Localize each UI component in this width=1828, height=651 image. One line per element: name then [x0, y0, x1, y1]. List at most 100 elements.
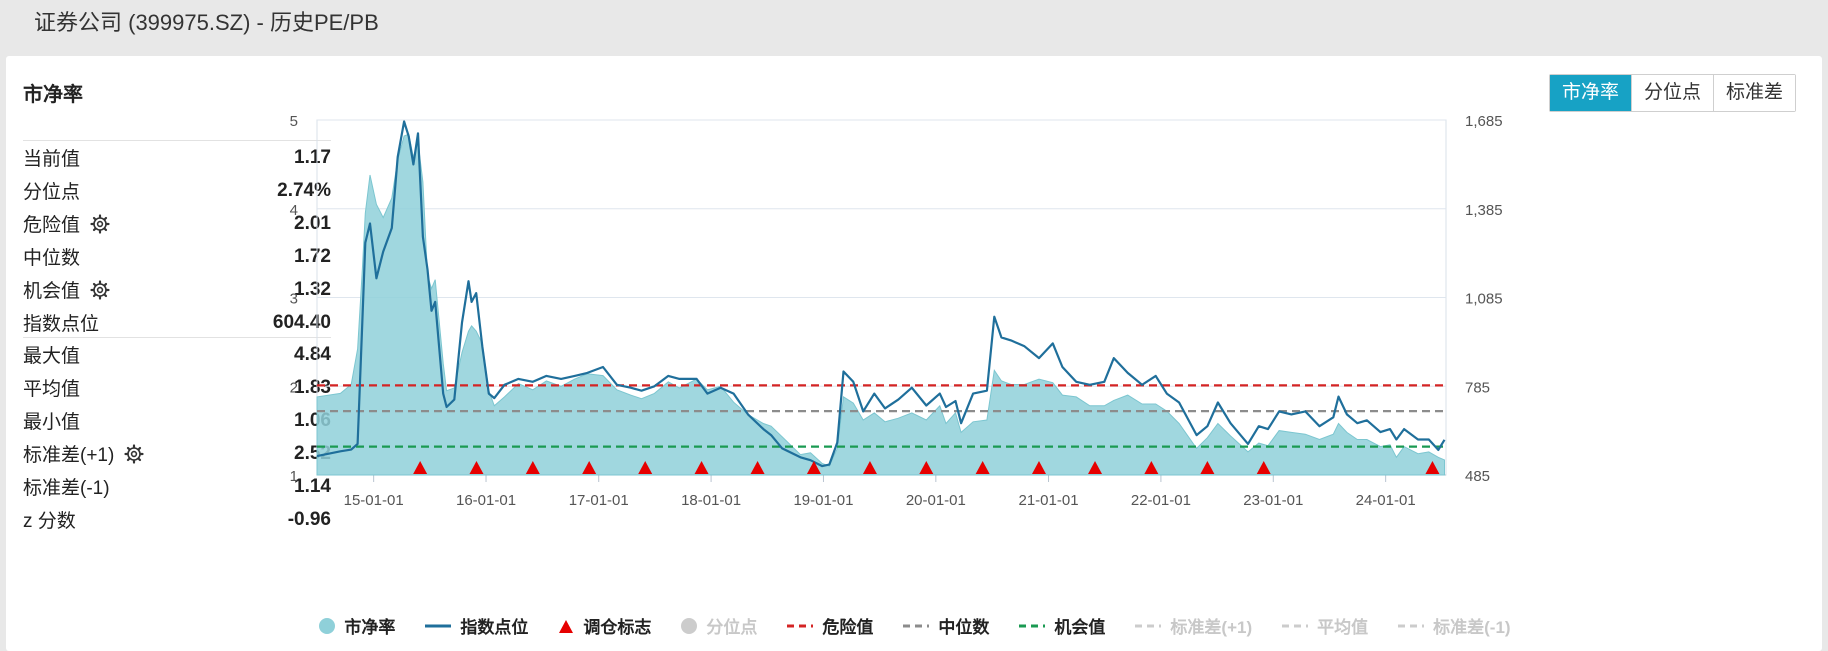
card-title: 市净率 [23, 84, 83, 106]
pb-chart: 1 2 3 4 5 485 785 1,085 1,385 1,685 15-01-01 16-01-… [290, 113, 1503, 509]
rebalance-marker [975, 461, 990, 474]
metric-tabs: 市净率 分位点 标准差 [1548, 74, 1796, 112]
index-line-series [316, 120, 1446, 468]
legend-item[interactable]: 分位点 [679, 613, 757, 638]
legend-dash-icon [1282, 624, 1309, 627]
stat-label-wrap: 机会值 [23, 276, 110, 303]
legend-circle-icon [681, 617, 698, 634]
stat-row: 平均值 1.83 [23, 371, 331, 404]
x-tick-label: 20-01-01 [906, 492, 966, 509]
legend-triangle-icon [559, 619, 574, 633]
legend-item[interactable]: 调仓标志 [556, 613, 651, 638]
rebalance-marker [638, 461, 653, 474]
stat-row: 标准差(-1) 1.14 [23, 470, 331, 503]
x-tick-label: 15-01-01 [344, 492, 404, 509]
pb-area-series [316, 133, 1445, 476]
x-tick-label: 16-01-01 [456, 492, 516, 509]
stat-label: 中位数 [23, 248, 81, 269]
stat-label-wrap: 危险值 [23, 210, 110, 237]
y-right-tick: 1,385 [1465, 202, 1503, 219]
stat-value: 2.74% [277, 179, 331, 201]
legend-label: 指数点位 [460, 618, 529, 637]
legend-label: 调仓标志 [583, 618, 652, 637]
stat-value: 1.14 [294, 475, 331, 497]
legend-item[interactable]: 标准差(+1) [1133, 613, 1252, 638]
legend-item[interactable]: 指数点位 [423, 613, 528, 638]
legend-dash-icon [1019, 624, 1046, 627]
tab-percentile[interactable]: 分位点 [1630, 75, 1713, 111]
stat-label-wrap: 标准差(+1) [23, 440, 144, 467]
stat-row: 危险值 2.01 [23, 207, 331, 240]
stats-divider [23, 337, 331, 338]
stat-label-wrap: 最大值 [23, 341, 80, 368]
y-right-tick: 1,685 [1465, 113, 1503, 130]
y-right-tick: 785 [1465, 379, 1490, 396]
rebalance-marker [1088, 461, 1103, 474]
legend-item[interactable]: 机会值 [1017, 613, 1105, 638]
rebalance-marker [1256, 461, 1271, 474]
x-tick-label: 24-01-01 [1356, 492, 1416, 509]
rebalance-marker [694, 461, 709, 474]
stat-label: 标准差(-1) [23, 478, 110, 499]
stat-label-wrap: 标准差(-1) [23, 473, 110, 500]
gear-icon[interactable] [124, 443, 144, 464]
stat-label: z 分数 [23, 511, 76, 532]
stat-label: 最小值 [23, 412, 81, 433]
stat-label-wrap: 平均值 [23, 374, 80, 401]
legend-label: 标准差(-1) [1433, 618, 1511, 637]
rebalance-marker [1200, 461, 1215, 474]
legend-label: 市净率 [344, 618, 396, 637]
legend-item[interactable]: 市净率 [317, 613, 395, 638]
y-left-tick: 2 [290, 379, 298, 396]
y-right-tick: 1,085 [1465, 291, 1503, 308]
legend-item[interactable]: 中位数 [901, 613, 989, 638]
stat-row: 最大值 4.84 [23, 338, 331, 371]
legend-item[interactable]: 标准差(-1) [1396, 613, 1511, 638]
rebalance-marker [582, 461, 597, 474]
gear-icon[interactable] [90, 279, 110, 300]
rebalance-marker [1144, 461, 1159, 474]
stat-label: 分位点 [23, 182, 81, 203]
rebalance-marker [919, 461, 934, 474]
stat-value: -0.96 [287, 508, 331, 530]
stat-row: 指数点位 604.40 [23, 306, 331, 339]
y-left-tick: 4 [290, 202, 298, 219]
stat-value: 604.40 [272, 311, 331, 333]
stat-value: 1.83 [294, 376, 331, 398]
legend-dash-icon [1135, 624, 1162, 627]
stat-label-wrap: 当前值 [23, 144, 80, 171]
tab-pb[interactable]: 市净率 [1549, 75, 1631, 111]
page-title: 证券公司 (399975.SZ) - 历史PE/PB [34, 10, 379, 35]
stat-label: 当前值 [23, 149, 81, 170]
stat-value: 4.84 [294, 343, 331, 365]
x-tick-label: 17-01-01 [569, 492, 629, 509]
rebalance-marker [806, 461, 821, 474]
rebalance-marker [750, 461, 765, 474]
stat-label: 危险值 [23, 215, 81, 236]
rebalance-marker [413, 461, 428, 474]
stat-label-wrap: 中位数 [23, 243, 80, 270]
y-left-tick: 1 [290, 468, 298, 485]
stat-row: 机会值 1.32 [23, 273, 331, 306]
legend-item[interactable]: 危险值 [785, 613, 873, 638]
pb-card: 市净率 市净率 分位点 标准差 当前值 1.17 分位点 2.74% 危险值 2… [6, 56, 1822, 651]
legend-label: 分位点 [706, 618, 758, 637]
legend-label: 平均值 [1317, 618, 1369, 637]
y-left-tick: 5 [290, 113, 298, 130]
stat-row: 中位数 1.72 [23, 240, 331, 273]
legend-label: 机会值 [1054, 618, 1106, 637]
legend-label: 标准差(+1) [1170, 618, 1253, 637]
rebalance-marker [862, 461, 877, 474]
stat-value: 1.72 [294, 245, 331, 267]
rebalance-marker [1425, 461, 1440, 474]
legend-item[interactable]: 平均值 [1280, 613, 1368, 638]
y-right-tick: 485 [1465, 468, 1490, 485]
rebalance-marker [525, 461, 540, 474]
stat-value: 1.17 [294, 146, 331, 168]
legend-line-icon [425, 624, 452, 627]
tab-std-dev[interactable]: 标准差 [1712, 75, 1795, 111]
x-tick-label: 23-01-01 [1243, 492, 1303, 509]
stat-value: 2.01 [294, 212, 331, 234]
stats-top: 当前值 1.17 分位点 2.74% 危险值 2.01 中位数 1.72 机会值… [23, 140, 331, 339]
gear-icon[interactable] [90, 213, 110, 234]
